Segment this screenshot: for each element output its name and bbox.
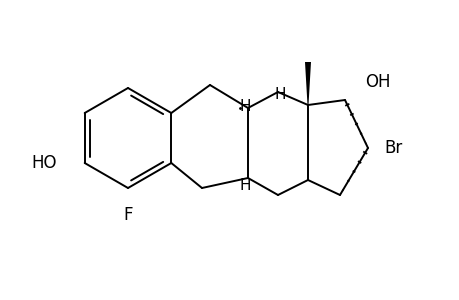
Text: Br: Br — [383, 139, 401, 157]
Text: H: H — [239, 178, 250, 194]
Text: H: H — [274, 86, 285, 101]
Polygon shape — [304, 62, 310, 105]
Text: F: F — [123, 206, 133, 224]
Text: OH: OH — [364, 73, 390, 91]
Text: HO: HO — [31, 154, 56, 172]
Text: H: H — [239, 98, 250, 113]
